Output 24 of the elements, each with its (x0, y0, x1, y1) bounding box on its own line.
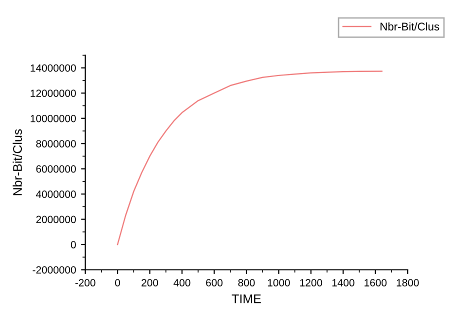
legend-label: Nbr-Bit/Clus (380, 22, 440, 31)
y-tick-label: 4000000 (36, 190, 76, 198)
x-tick-label: 0 (115, 279, 120, 286)
y-tick-label: 8000000 (36, 140, 76, 148)
x-axis-title: TIME (232, 294, 261, 304)
y-tick-label: -2000000 (32, 266, 76, 274)
y-tick-label: 10000000 (30, 114, 76, 122)
y-tick-label: 12000000 (30, 90, 76, 97)
x-tick-label: 1600 (364, 279, 387, 286)
x-tick-label: -200 (75, 279, 96, 286)
y-tick-label: 2000000 (36, 216, 76, 224)
x-tick-label: 1400 (332, 279, 354, 286)
y-tick-label: 14000000 (30, 64, 76, 72)
x-tick-label: 400 (174, 279, 190, 286)
x-tick-label: 1000 (268, 279, 290, 286)
line-series (116, 70, 382, 246)
y-tick-label: 0 (70, 241, 76, 248)
x-tick-label: 1800 (396, 279, 419, 286)
x-tick-label: 800 (238, 279, 255, 286)
y-axis-title: Nbr-Bit/Clus (12, 129, 22, 196)
x-tick-label: 200 (142, 279, 158, 286)
x-tick-label: 1200 (300, 279, 322, 286)
y-tick-label: 6000000 (36, 165, 76, 173)
x-tick-label: 600 (206, 279, 223, 286)
